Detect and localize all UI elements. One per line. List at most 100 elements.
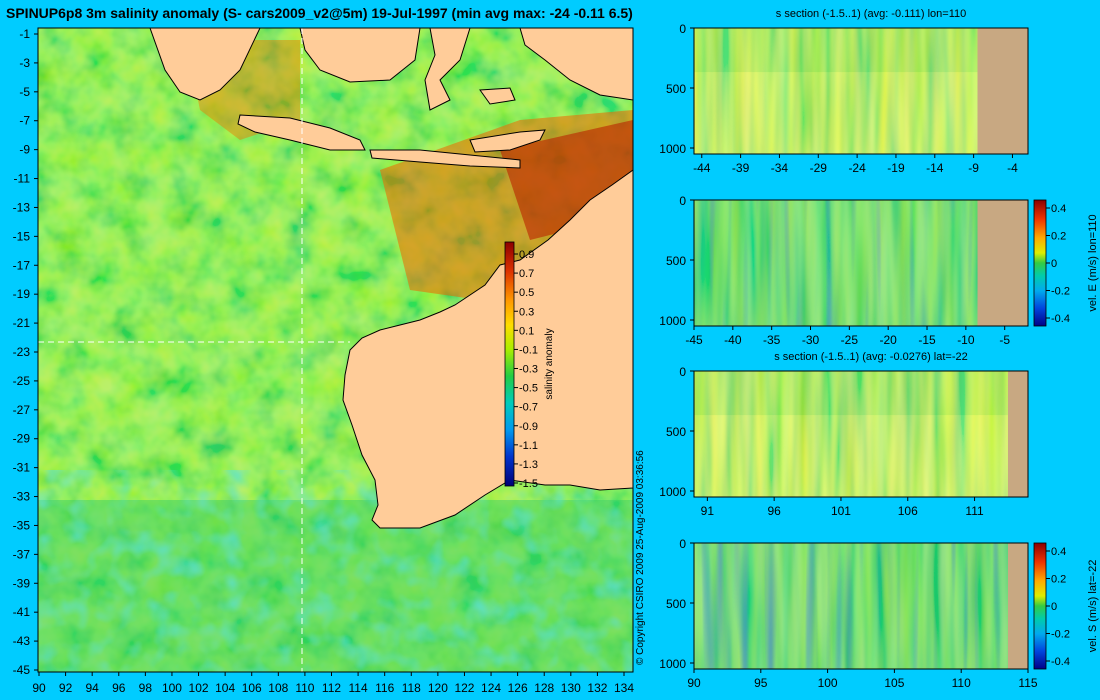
- depth-tick-label: 1000: [659, 485, 686, 499]
- section-title: s section (-1.5..1) (avg: -0.111) lon=11…: [776, 8, 966, 20]
- lon-tick-label: 124: [481, 681, 501, 695]
- lat-tick-label: -41: [13, 605, 31, 619]
- sumatra-land: [149, 28, 261, 101]
- section-seafloor: [1007, 543, 1028, 669]
- salinity-colorbar-tick-label: -0.1: [519, 344, 538, 356]
- salinity-colorbar-tick-label: -0.3: [519, 364, 538, 376]
- salinity-colorbar: 0.9 0.7 0.5 0.3 0.1 -0.1 -0.3 -0.5 -0.7 -0.9 -1.1 -…: [504, 241, 555, 490]
- section-x-tick-label: -5: [999, 333, 1010, 347]
- sulawesi-land: [424, 28, 471, 111]
- depth-tick-label: 0: [679, 22, 686, 36]
- section-x-tick-label: 110: [952, 676, 971, 690]
- section-jets: [694, 200, 1028, 326]
- salinity-colorbar-ramp: [504, 241, 515, 487]
- section-x-tick-label: -20: [880, 333, 898, 347]
- section-x-tick-label: 95: [754, 676, 768, 690]
- section-x-tick-label: 111: [965, 504, 984, 518]
- lon-tick-label: 106: [242, 681, 262, 695]
- section-panel-salinity-lat: s section (-1.5..1) (avg: -0.0276) lat=-…: [659, 351, 1029, 518]
- southern-ocean-eddies: [38, 470, 633, 672]
- velocity-colorbar-tick-label: 0.2: [1051, 231, 1066, 243]
- section-seafloor: [1007, 371, 1028, 497]
- section-x-tick-label: -25: [841, 333, 859, 347]
- section-x-tick-label: -19: [887, 161, 905, 175]
- main-title: SPINUP6p8 3m salinity anomaly (S- cars20…: [6, 5, 633, 21]
- lon-tick-label: 94: [86, 681, 100, 695]
- lon-tick-label: 104: [215, 681, 235, 695]
- section-frame: [693, 542, 1029, 670]
- lat-tick-label: -29: [13, 432, 31, 446]
- lat-tick-label: -25: [13, 374, 31, 388]
- lon-tick-label: 96: [112, 681, 126, 695]
- salinity-colorbar-tick-label: 0.5: [519, 287, 534, 299]
- lat-tick-label: -17: [13, 258, 31, 272]
- section-x-tick-label: -15: [918, 333, 936, 347]
- section-x-tick-label: -30: [802, 333, 820, 347]
- lon-tick-label: 100: [162, 681, 182, 695]
- depth-tick-label: 0: [679, 365, 686, 379]
- section-x-tick-label: -14: [926, 161, 944, 175]
- velocity-colorbar-tick-label: 0.4: [1051, 546, 1066, 558]
- map-frame: [37, 27, 634, 673]
- lesser-sunda-islands: [369, 149, 521, 169]
- lat-tick-label: -27: [13, 403, 31, 417]
- section-title: s section (-1.5..1) (avg: -0.0276) lat=-…: [774, 351, 968, 363]
- lat-tick-label: -43: [13, 634, 31, 648]
- velocity-colorbar-ramp: [1033, 199, 1047, 327]
- lon-tick-label: 128: [534, 681, 554, 695]
- section-texture: [694, 371, 1028, 497]
- depth-tick-label: 500: [666, 597, 686, 611]
- section-frame: [693, 370, 1029, 498]
- salinity-colorbar-tick-label: 0.3: [519, 306, 534, 318]
- lon-tick-label: 108: [268, 681, 288, 695]
- section-x-tick-label: 115: [1018, 676, 1037, 690]
- lat-tick-label: -3: [19, 56, 30, 70]
- velocity-colorbar-tick-label: -0.4: [1051, 313, 1070, 325]
- lon-tick-label: 110: [295, 681, 314, 695]
- velocity-colorbar-tick-label: 0.4: [1051, 203, 1066, 215]
- section-panel-salinity-lon: s section (-1.5..1) (avg: -0.111) lon=11…: [659, 8, 1029, 175]
- lon-tick-label: 114: [349, 681, 368, 695]
- velocity-colorbar-tick-label: -0.2: [1051, 629, 1070, 641]
- lat-tick-label: -35: [13, 518, 31, 532]
- salinity-colorbar-tick-label: 0.7: [519, 268, 534, 280]
- depth-tick-label: 1000: [659, 142, 686, 156]
- section-field: [694, 200, 1028, 326]
- salinity-colorbar-tick-label: -0.9: [519, 421, 538, 433]
- lon-tick-label: 132: [587, 681, 607, 695]
- lat-tick-label: -37: [13, 547, 31, 561]
- map-lat-axis: -1 -3 -5 -7 -9 -11 -13 -15 -17 -19 -21 -23 -25 -27 -29…: [13, 27, 38, 677]
- section-x-tick-label: -10: [957, 333, 975, 347]
- lon-tick-label: 116: [375, 681, 394, 695]
- velocity-colorbar-tick-label: -0.4: [1051, 656, 1070, 668]
- lon-tick-label: 90: [32, 681, 46, 695]
- copyright-notice: © Copyright CSIRO 2009 25-Aug-2009 03:36…: [635, 450, 646, 665]
- timor-island: [469, 129, 546, 153]
- lat-tick-label: -7: [19, 114, 30, 128]
- lon-tick-label: 118: [402, 681, 421, 695]
- salinity-colorbar-tick-label: -1.1: [519, 440, 538, 452]
- lon-tick-label: 112: [322, 681, 341, 695]
- new-guinea-land: [519, 28, 633, 101]
- section-x-tick-label: -45: [685, 333, 703, 347]
- depth-tick-label: 500: [666, 254, 686, 268]
- section-frame: [693, 27, 1029, 155]
- velocity-colorbar-label: vel. E (m/s) lon=110: [1087, 214, 1099, 311]
- lat-tick-label: -31: [13, 461, 31, 475]
- section-x-tick-label: -44: [693, 161, 711, 175]
- velocity-colorbar-label: vel. S (m/s) lat=-22: [1087, 560, 1099, 653]
- lat-tick-label: -15: [13, 229, 31, 243]
- salinity-colorbar-label: salinity anomaly: [544, 328, 555, 399]
- salinity-colorbar-tick-label: -0.7: [519, 402, 538, 414]
- lat-tick-label: -39: [13, 576, 31, 590]
- salinity-colorbar-ticks: 0.9 0.7 0.5 0.3 0.1 -0.1 -0.3 -0.5 -0.7 -0.9 -1.1 -…: [514, 249, 538, 490]
- lat-tick-label: -33: [13, 490, 31, 504]
- depth-tick-label: 0: [679, 194, 686, 208]
- salinity-anomaly-map: [38, 28, 633, 672]
- lon-tick-label: 134: [614, 681, 634, 695]
- map-lon-axis: 90 92 94 96 98 100 102 104 106 108 110 112 114 116 118…: [32, 672, 634, 695]
- lon-tick-label: 130: [561, 681, 581, 695]
- lat-tick-label: -11: [14, 172, 31, 186]
- velocity-colorbar-ramp: [1033, 542, 1047, 670]
